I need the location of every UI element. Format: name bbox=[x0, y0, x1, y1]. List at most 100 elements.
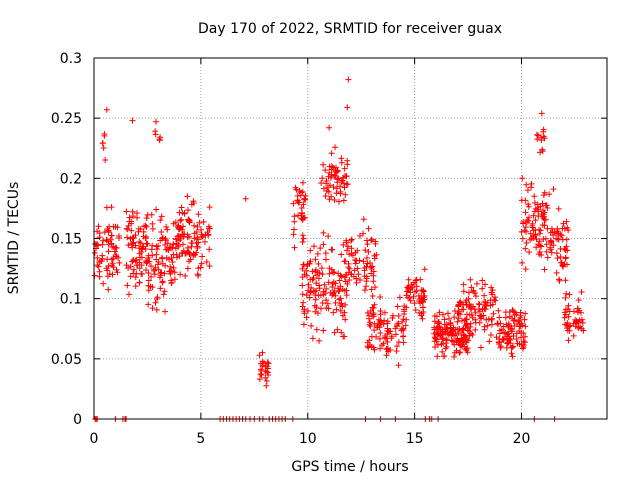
data-point bbox=[317, 245, 324, 252]
data-point bbox=[400, 339, 407, 346]
data-point bbox=[368, 343, 375, 350]
data-point bbox=[330, 269, 337, 276]
data-point bbox=[294, 198, 301, 205]
data-point bbox=[139, 270, 146, 277]
data-point bbox=[509, 326, 516, 333]
data-point bbox=[489, 315, 496, 322]
data-point bbox=[198, 260, 205, 267]
data-point bbox=[323, 297, 330, 304]
data-point bbox=[406, 294, 413, 301]
data-point bbox=[524, 187, 531, 194]
data-point bbox=[145, 301, 152, 308]
data-point bbox=[158, 254, 165, 261]
data-point bbox=[105, 241, 112, 248]
data-point bbox=[338, 155, 345, 162]
data-point bbox=[360, 216, 367, 223]
data-point bbox=[353, 257, 360, 264]
data-point bbox=[164, 226, 171, 233]
data-point bbox=[462, 322, 469, 329]
data-point bbox=[365, 225, 372, 232]
data-point bbox=[324, 300, 331, 307]
data-point bbox=[560, 220, 567, 227]
data-point bbox=[509, 353, 516, 360]
data-point bbox=[109, 271, 116, 278]
data-point bbox=[487, 332, 494, 339]
data-point bbox=[258, 367, 265, 374]
data-point bbox=[371, 320, 378, 327]
data-point bbox=[368, 286, 375, 293]
data-point bbox=[291, 213, 298, 220]
data-point bbox=[341, 274, 348, 281]
data-point bbox=[458, 329, 465, 336]
data-point bbox=[184, 234, 191, 241]
data-point bbox=[522, 224, 529, 231]
data-point bbox=[481, 292, 488, 299]
data-point bbox=[146, 258, 153, 265]
data-point bbox=[360, 230, 367, 237]
data-point bbox=[562, 311, 569, 318]
data-point bbox=[184, 249, 191, 256]
data-point bbox=[370, 268, 377, 275]
data-point bbox=[156, 136, 163, 143]
data-point bbox=[372, 238, 379, 245]
data-point bbox=[562, 277, 569, 284]
data-point bbox=[541, 189, 548, 196]
data-point bbox=[373, 333, 380, 340]
data-point bbox=[198, 231, 205, 238]
data-point bbox=[451, 314, 458, 321]
data-point bbox=[316, 337, 323, 344]
data-point bbox=[315, 310, 322, 317]
tick-labels: 0 5 10 15 20 0 0.05 0.1 0.15 0.2 0.25 0.3 bbox=[51, 51, 531, 447]
data-point bbox=[340, 333, 347, 340]
data-point bbox=[100, 237, 107, 244]
data-point bbox=[575, 297, 582, 304]
data-point bbox=[149, 225, 156, 232]
data-point bbox=[101, 132, 108, 139]
data-point bbox=[527, 236, 534, 243]
data-point bbox=[539, 148, 546, 155]
data-point bbox=[114, 224, 121, 231]
data-point bbox=[370, 310, 377, 316]
data-point bbox=[384, 318, 391, 325]
data-point bbox=[572, 316, 579, 323]
data-point bbox=[504, 335, 511, 342]
data-point bbox=[205, 225, 212, 232]
data-point bbox=[456, 349, 463, 356]
data-point bbox=[320, 241, 327, 248]
data-point bbox=[124, 226, 131, 233]
data-point bbox=[377, 345, 384, 352]
data-point bbox=[105, 227, 112, 234]
data-point bbox=[325, 305, 332, 312]
data-point bbox=[456, 299, 463, 306]
data-point bbox=[543, 248, 550, 255]
data-point bbox=[299, 239, 306, 246]
data-point bbox=[172, 219, 179, 226]
data-point bbox=[377, 330, 384, 337]
data-point bbox=[463, 297, 470, 304]
data-point bbox=[94, 241, 101, 248]
data-point bbox=[303, 292, 310, 299]
data-point bbox=[472, 326, 479, 333]
data-point bbox=[242, 195, 249, 202]
data-point bbox=[529, 222, 536, 229]
data-point bbox=[162, 308, 169, 315]
data-point bbox=[540, 133, 547, 140]
data-point bbox=[201, 238, 208, 245]
data-point bbox=[139, 243, 146, 250]
data-point bbox=[558, 232, 565, 239]
data-point bbox=[318, 179, 325, 186]
data-point bbox=[143, 223, 150, 230]
data-point bbox=[166, 268, 173, 275]
data-point bbox=[332, 280, 339, 287]
data-point bbox=[309, 268, 316, 275]
data-point bbox=[133, 262, 140, 269]
data-point bbox=[322, 193, 329, 200]
data-point bbox=[557, 231, 564, 238]
data-point bbox=[323, 285, 330, 292]
data-point bbox=[153, 296, 160, 303]
data-point bbox=[326, 163, 333, 170]
data-point bbox=[538, 137, 545, 144]
data-point bbox=[328, 150, 335, 157]
y-tick-label: 0.05 bbox=[51, 352, 82, 368]
data-point bbox=[439, 336, 446, 343]
